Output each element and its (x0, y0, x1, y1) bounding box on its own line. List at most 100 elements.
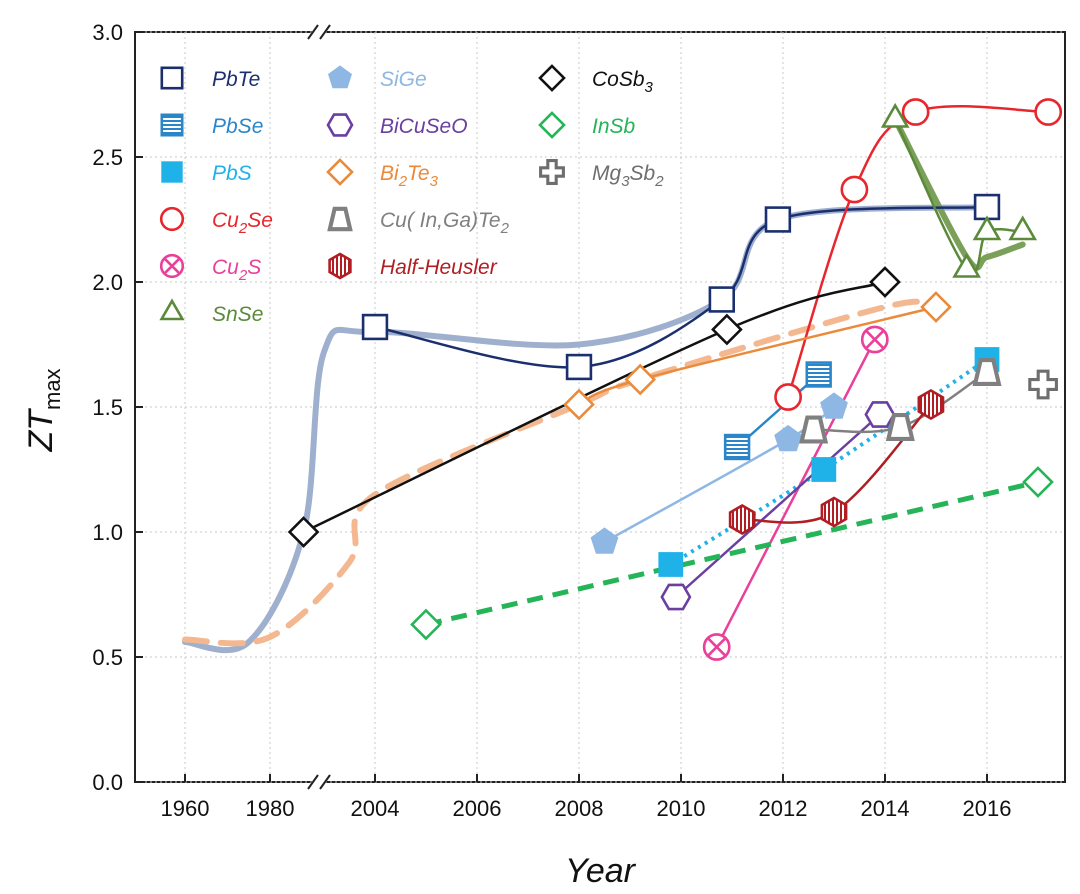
x-tick-label: 1960 (161, 796, 210, 821)
axis-break-slash (319, 774, 331, 790)
plot-area (134, 24, 1066, 790)
marker-half-heusler (917, 388, 945, 421)
legend-marker-icon (328, 65, 352, 89)
trend-line (892, 116, 1026, 271)
marker-cu2se (901, 98, 930, 126)
marker-pbte (764, 206, 792, 233)
marker-mg3sb2 (1028, 369, 1058, 400)
legend-marker-icon (159, 206, 185, 232)
legend-marker-icon (159, 298, 185, 321)
legend: PbTe PbSe PbS Cu2Se Cu2S SnSe SiGe BiCuSeO Bi2Te… (159, 64, 664, 326)
legend-label: Half-Heusler (380, 256, 498, 279)
legend-marker-icon (327, 206, 353, 232)
marker-cu-in-ga-te2 (799, 415, 829, 444)
marker-cu-in-ga-te2 (972, 358, 1002, 386)
legend-label: BiCuSeO (380, 115, 468, 138)
marker-cosb3 (711, 313, 743, 346)
trend-lines (182, 116, 1026, 654)
y-tick-label: 3.0 (92, 20, 123, 45)
legend-item-pbte: PbTe (160, 66, 260, 91)
x-tick-label: 2004 (351, 796, 400, 821)
legend-item-pbse: PbSe (160, 113, 263, 138)
legend-label: CoSb3 (592, 68, 654, 96)
marker-sige (820, 392, 848, 419)
marker-cu2se (840, 175, 869, 204)
legend-label: Cu2S (212, 256, 261, 284)
trend-line (182, 298, 939, 647)
marker-half-heusler (728, 503, 756, 536)
marker-insb (410, 608, 442, 641)
y-axis-title-sub: max (40, 368, 65, 410)
legend-label: SnSe (212, 303, 263, 326)
legend-marker-icon (160, 66, 184, 90)
x-tick-label: 2016 (963, 796, 1012, 821)
marker-bi2te3 (563, 388, 595, 421)
marker-cu-in-ga-te2 (885, 413, 915, 441)
legend-label: InSb (592, 115, 636, 138)
marker-pbse (723, 433, 751, 461)
marker-snse (880, 102, 910, 128)
marker-cosb3 (869, 266, 901, 298)
legend-label: Bi2Te3 (380, 162, 439, 190)
y-tick-label: 1.5 (92, 395, 123, 420)
marker-cosb3 (287, 516, 320, 548)
marker-snse (1008, 215, 1038, 241)
marker-sige (774, 424, 802, 452)
legend-marker-icon (326, 158, 354, 186)
marker-bi2te3 (920, 291, 952, 323)
legend-label: PbTe (212, 68, 260, 91)
marker-snse (972, 215, 1002, 241)
series-line-bi2te3 (578, 305, 937, 406)
legend-item-insb: InSb (538, 111, 636, 139)
marker-pbte (565, 353, 593, 381)
series-line-bicuseo (675, 413, 881, 598)
legend-item-pbs: PbS (161, 161, 252, 185)
legend-marker-icon (538, 111, 566, 139)
legend-item-bicuseo: BiCuSeO (326, 113, 468, 138)
legend-item-bi2te3: Bi2Te3 (326, 158, 439, 190)
marker-pbs (811, 457, 837, 482)
legend-marker-icon (160, 113, 184, 137)
marker-cu2s (702, 633, 731, 661)
legend-item-sige: SiGe (328, 65, 427, 91)
data-markers (287, 98, 1063, 661)
marker-half-heusler (820, 496, 848, 528)
marker-snse (952, 252, 981, 278)
marker-cu2se (774, 383, 803, 411)
legend-item-mg3sb2: Mg3Sb2 (539, 159, 664, 190)
legend-label: SiGe (380, 68, 427, 91)
legend-label: PbS (212, 162, 252, 185)
legend-marker-icon (538, 64, 566, 92)
marker-bi2te3 (624, 363, 657, 396)
legend-item-cosb3: CoSb3 (538, 64, 654, 96)
y-axis-title-main: ZT (22, 408, 60, 453)
legend-label: Mg3Sb2 (592, 162, 664, 190)
x-tick-label: 2012 (759, 796, 808, 821)
series-line-cu2s (715, 338, 876, 648)
series-line-cosb3 (303, 280, 886, 534)
legend-marker-icon (328, 252, 352, 280)
y-tick-label: 2.0 (92, 270, 123, 295)
x-axis-ticks: 1960 1980 2004 2006 2008 2010 2012 2014 2016 (161, 774, 1012, 821)
x-axis-title: Year (565, 852, 637, 890)
series-line-insb (425, 479, 1039, 627)
axis-break-slash (307, 24, 319, 40)
legend-label: Cu2Se (212, 209, 273, 237)
legend-label: PbSe (212, 115, 263, 138)
marker-pbs (658, 552, 684, 577)
x-tick-label: 1980 (246, 796, 295, 821)
y-tick-label: 1.0 (92, 520, 123, 545)
axis-break-slash (307, 774, 319, 790)
y-tick-label: 0.5 (92, 645, 123, 670)
axis-break-icon (307, 24, 331, 790)
marker-pbte (973, 193, 1001, 221)
legend-marker-icon (539, 159, 565, 185)
legend-marker-icon (326, 113, 354, 137)
series-lines (303, 105, 1049, 648)
x-tick-label: 2006 (453, 796, 502, 821)
trend-line (182, 204, 990, 654)
legend-item-snse: SnSe (159, 298, 263, 326)
x-tick-label: 2010 (657, 796, 706, 821)
legend-item-half-heusler: Half-Heusler (328, 252, 498, 280)
